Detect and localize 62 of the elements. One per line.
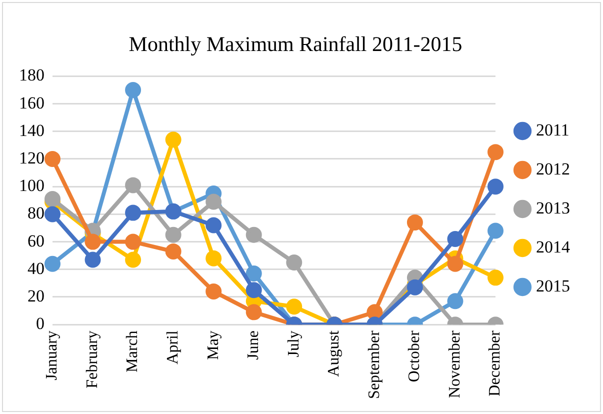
legend-label: 2015: [536, 276, 570, 296]
point: [488, 178, 504, 195]
point: [206, 194, 222, 210]
point: [206, 250, 222, 266]
x-tick-label: January: [44, 330, 61, 380]
point: [246, 226, 262, 243]
point: [165, 243, 182, 260]
point: [125, 234, 142, 250]
point: [286, 298, 302, 315]
point: [406, 214, 423, 230]
y-tick-label: 180: [19, 66, 44, 85]
x-tick-label: December: [486, 330, 504, 396]
y-tick-label: 160: [19, 93, 44, 112]
point: [286, 254, 302, 270]
y-tick-label: 80: [28, 204, 44, 223]
point: [125, 204, 142, 221]
x-tick-label: October: [406, 330, 424, 382]
x-tick-label: July: [285, 330, 302, 358]
y-tick-label: 60: [28, 231, 44, 250]
point: [488, 270, 504, 286]
point: [44, 256, 60, 272]
y-tick-label: 100: [19, 176, 44, 196]
x-tick-label: April: [164, 330, 182, 364]
point: [125, 82, 142, 98]
y-tick-label: 20: [28, 286, 44, 306]
x-tick-label: June: [245, 330, 262, 360]
legend-label: 2014: [536, 237, 570, 256]
point: [488, 144, 504, 160]
point: [246, 266, 262, 282]
y-tick-label: 40: [28, 258, 44, 278]
x-tick-label: February: [84, 330, 101, 388]
chart-title: Monthly Maximum Rainfall 2011-2015: [128, 32, 462, 56]
point: [447, 256, 464, 272]
point: [488, 222, 504, 239]
point: [246, 282, 262, 298]
x-tick-label: May: [204, 330, 222, 360]
legend-label: 2011: [536, 120, 570, 140]
x-tick-label: March: [124, 330, 142, 372]
legend-label: 2013: [536, 198, 570, 218]
y-tick-label: 140: [19, 120, 44, 140]
point: [206, 217, 222, 234]
y-tick-label: 0: [36, 314, 44, 334]
y-tick-label: 120: [19, 148, 44, 168]
point: [165, 226, 182, 243]
legend-label: 2012: [536, 159, 570, 178]
x-tick-label: November: [446, 330, 464, 398]
point: [406, 279, 423, 296]
point: [206, 283, 222, 300]
point: [44, 191, 60, 208]
point: [366, 304, 383, 320]
point: [165, 132, 182, 148]
x-tick-label: September: [366, 330, 383, 399]
point: [125, 252, 142, 268]
point: [447, 231, 464, 248]
x-tick-label: August: [326, 330, 343, 377]
point: [447, 293, 464, 310]
point: [44, 206, 60, 222]
point: [84, 252, 101, 268]
point: [44, 150, 60, 167]
point: [84, 234, 101, 250]
point: [246, 304, 262, 320]
point: [125, 177, 142, 194]
